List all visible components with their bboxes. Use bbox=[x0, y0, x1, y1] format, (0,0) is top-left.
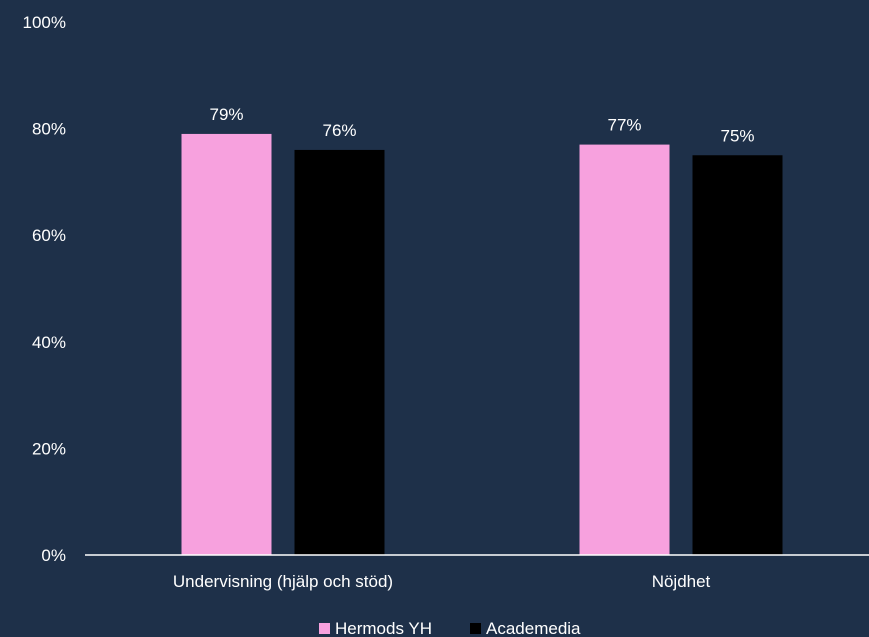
data-label: 79% bbox=[209, 105, 243, 124]
bars bbox=[181, 133, 783, 556]
bar-2-series-1 bbox=[579, 144, 670, 555]
legend: Hermods YH Academedia bbox=[319, 619, 581, 637]
y-axis-ticks: 0% 20% 40% 60% 80% 100% bbox=[23, 13, 66, 565]
y-tick-label: 40% bbox=[32, 333, 66, 352]
category-label: Undervisning (hjälp och stöd) bbox=[173, 572, 393, 591]
category-label: Nöjdhet bbox=[652, 572, 711, 591]
bar-1-series-2 bbox=[294, 149, 385, 556]
y-tick-label: 80% bbox=[32, 120, 66, 139]
data-labels: 79% 76% 77% 75% bbox=[209, 105, 754, 145]
legend-label: Hermods YH bbox=[335, 619, 432, 637]
category-labels: Undervisning (hjälp och stöd) Nöjdhet bbox=[173, 572, 711, 591]
legend-label: Academedia bbox=[486, 619, 581, 637]
bar-2-series-2 bbox=[692, 155, 783, 555]
y-tick-label: 0% bbox=[41, 546, 66, 565]
y-tick-label: 60% bbox=[32, 226, 66, 245]
y-tick-label: 100% bbox=[23, 13, 66, 32]
data-label: 75% bbox=[720, 126, 754, 145]
bar-1-series-1 bbox=[181, 133, 272, 555]
data-label: 76% bbox=[322, 121, 356, 140]
data-label: 77% bbox=[607, 116, 641, 135]
y-tick-label: 20% bbox=[32, 439, 66, 458]
legend-swatch-series-2 bbox=[470, 623, 481, 634]
legend-swatch-series-1 bbox=[319, 623, 330, 634]
